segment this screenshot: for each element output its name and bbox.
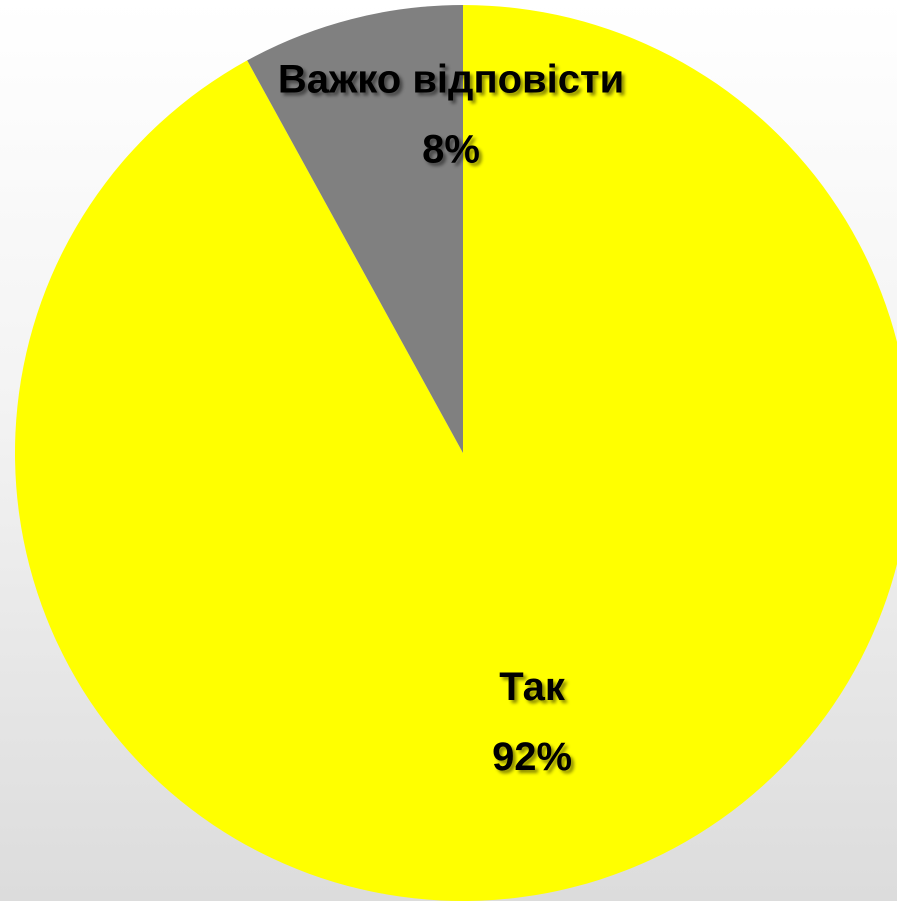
slice-label-category-1: Так 92%	[492, 665, 572, 779]
pie-labels: Так 92% Важко відповісти 8%	[278, 58, 624, 780]
pie-slice-category-2	[247, 4, 463, 453]
slice-category-label: Важко відповісти	[278, 58, 624, 102]
slice-value-label: 92%	[492, 735, 572, 779]
slice-value-label: 8%	[422, 128, 480, 172]
slice-label-category-2: Важко відповісти 8%	[278, 58, 624, 172]
slice-category-label: Так	[499, 665, 566, 709]
pie-slices	[14, 4, 897, 901]
pie-slice-category-1	[14, 5, 897, 901]
